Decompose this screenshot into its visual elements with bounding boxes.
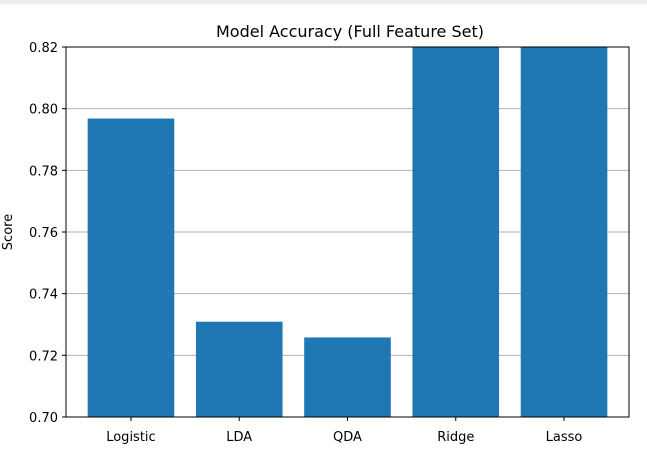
y-tick-label: 0.82 [29, 41, 58, 56]
x-tick-label: LDA [226, 430, 252, 445]
bar-ridge [412, 47, 500, 417]
x-tick-label: Lasso [546, 430, 583, 445]
window-top-strip [0, 0, 647, 4]
x-axis-ticks: Logistic LDA QDA Ridge Lasso [106, 417, 582, 445]
y-tick-label: 0.74 [29, 288, 58, 303]
y-tick-label: 0.70 [29, 411, 58, 426]
x-tick-label: Logistic [106, 430, 155, 445]
chart-title: Model Accuracy (Full Feature Set) [216, 22, 484, 41]
x-tick-label: Ridge [437, 430, 474, 445]
y-axis-ticks: 0.70 0.72 0.74 0.76 0.78 0.80 0.82 [29, 41, 66, 426]
y-tick-label: 0.80 [29, 103, 58, 118]
bar-qda [304, 337, 391, 417]
y-tick-label: 0.76 [29, 226, 58, 241]
bar-lasso [520, 47, 608, 417]
x-tick-label: QDA [333, 430, 362, 445]
y-axis-label: Score [1, 214, 16, 250]
bars [87, 47, 608, 418]
y-tick-label: 0.72 [29, 349, 58, 364]
y-tick-label: 0.78 [29, 164, 58, 179]
bar-logistic [87, 118, 175, 418]
bar-lda [195, 321, 283, 417]
